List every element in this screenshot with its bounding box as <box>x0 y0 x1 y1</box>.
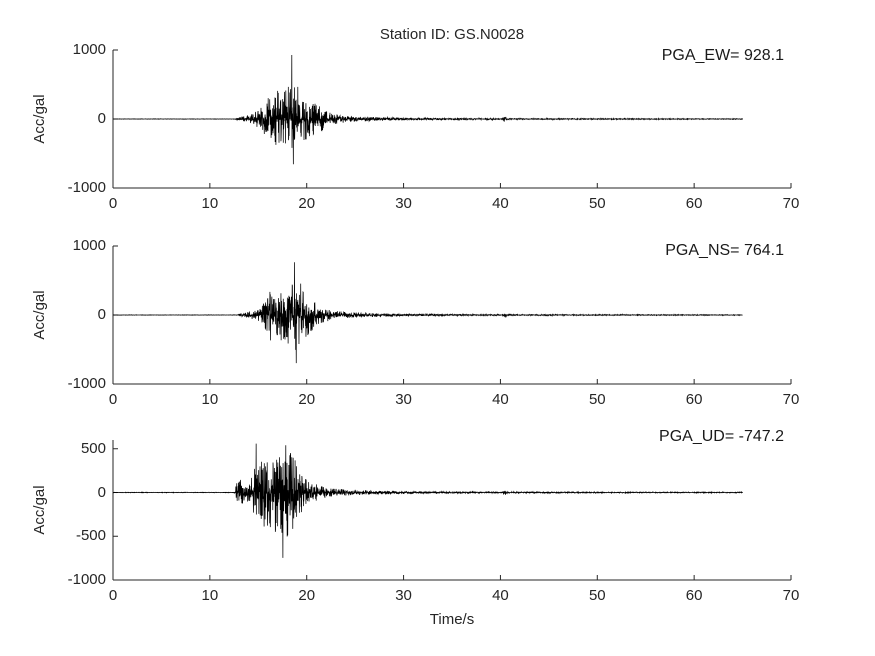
y-axis-label: Acc/gal <box>31 290 48 340</box>
x-tick-label: 20 <box>298 587 316 604</box>
pga-annotation-ud: PGA_UD= -747.2 <box>659 428 784 445</box>
x-tick-label: 0 <box>108 391 118 408</box>
y-tick-label: 0 <box>97 483 106 501</box>
x-tick-label: 70 <box>782 391 800 408</box>
y-tick-label: -1000 <box>67 375 106 392</box>
trace-ew <box>113 54 743 165</box>
figure-title: Station ID: GS.N0028 <box>379 26 525 43</box>
x-tick-label: 70 <box>782 587 800 604</box>
x-tick-label: 10 <box>201 195 219 212</box>
x-tick-label: 40 <box>492 195 509 212</box>
x-tick-label: 0 <box>108 195 118 212</box>
x-tick-label: 60 <box>685 587 703 604</box>
x-tick-label: 30 <box>395 391 412 408</box>
y-tick-label: -1000 <box>67 571 106 588</box>
x-tick-label: 30 <box>395 195 412 212</box>
y-tick-label: 500 <box>80 439 106 457</box>
x-tick-label: 50 <box>588 195 606 212</box>
x-tick-label: 40 <box>492 391 509 408</box>
x-tick-label: 50 <box>588 587 606 604</box>
x-tick-label: 10 <box>201 391 219 408</box>
x-tick-label: 50 <box>588 391 606 408</box>
x-tick-label: 20 <box>298 195 316 212</box>
x-axis-label: Time/s <box>429 611 475 628</box>
x-tick-label: 60 <box>685 391 703 408</box>
y-axis-label: Acc/gal <box>31 485 48 535</box>
x-tick-label: 60 <box>685 195 703 212</box>
x-tick-label: 0 <box>108 587 118 604</box>
y-tick-label: 0 <box>97 110 106 127</box>
pga-annotation-ew: PGA_EW= 928.1 <box>661 47 784 64</box>
y-tick-label: 1000 <box>72 41 106 58</box>
x-tick-label: 30 <box>395 587 412 604</box>
y-tick-label: -1000 <box>67 179 106 196</box>
trace-ns <box>112 262 743 364</box>
y-tick-label: 0 <box>97 306 106 323</box>
x-tick-label: 70 <box>782 195 800 212</box>
y-tick-label: 1000 <box>72 237 106 254</box>
x-tick-label: 10 <box>201 587 219 604</box>
y-tick-label: -500 <box>75 527 106 545</box>
y-axis-label: Acc/gal <box>31 94 48 144</box>
x-tick-label: 40 <box>492 587 509 604</box>
trace-ud <box>112 443 743 558</box>
x-tick-label: 20 <box>298 391 316 408</box>
pga-annotation-ns: PGA_NS= 764.1 <box>665 242 784 259</box>
